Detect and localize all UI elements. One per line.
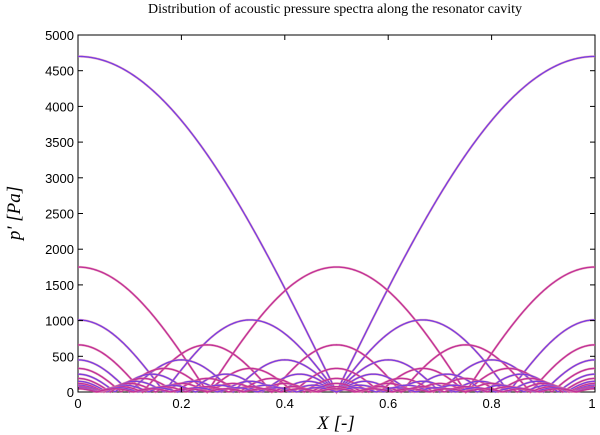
y-tick-label: 2500: [45, 207, 74, 222]
y-axis-ticks: 0 500 1000 1500 2000 2500 3000 3500 4000 4500 5000: [45, 28, 595, 400]
x-tick-label: 1: [588, 396, 595, 411]
y-tick-label: 4500: [45, 64, 74, 79]
chart-title: Distribution of acoustic pressure spectr…: [148, 2, 522, 17]
series-mode-12-line: [77, 385, 596, 393]
series-mode-6-line: [77, 367, 596, 393]
series-layer: [77, 55, 596, 395]
y-tick-label: 2000: [45, 242, 74, 257]
y-tick-label: 3500: [45, 135, 74, 150]
y-tick-label: 0: [67, 385, 74, 400]
y-tick-label: 1000: [45, 314, 74, 329]
x-tick-label: 0.6: [379, 396, 397, 411]
x-tick-label: 0: [74, 396, 81, 411]
x-tick-label: 0.4: [276, 396, 294, 411]
y-tick-label: 1500: [45, 278, 74, 293]
x-tick-label: 0.2: [172, 396, 190, 411]
x-axis-label: X [-]: [316, 413, 354, 434]
y-tick-label: 500: [52, 349, 74, 364]
series-mode-2-line: [77, 266, 596, 394]
y-tick-label: 4000: [45, 99, 74, 114]
y-axis-label: p' [Pa]: [4, 186, 25, 242]
y-tick-label: 5000: [45, 28, 74, 43]
series-mode-1-line: [77, 55, 596, 394]
series-mode-1-halo: [77, 55, 596, 395]
plot-frame: [77, 34, 596, 393]
plot-area: [77, 34, 596, 393]
series-mode-13-line: [77, 387, 596, 393]
y-tick-label: 3000: [45, 171, 74, 186]
series-mode-14-line: [77, 388, 596, 393]
x-tick-label: 0.8: [483, 396, 501, 411]
x-axis-ticks: 0 0.2 0.4 0.6 0.8 1: [74, 35, 596, 411]
